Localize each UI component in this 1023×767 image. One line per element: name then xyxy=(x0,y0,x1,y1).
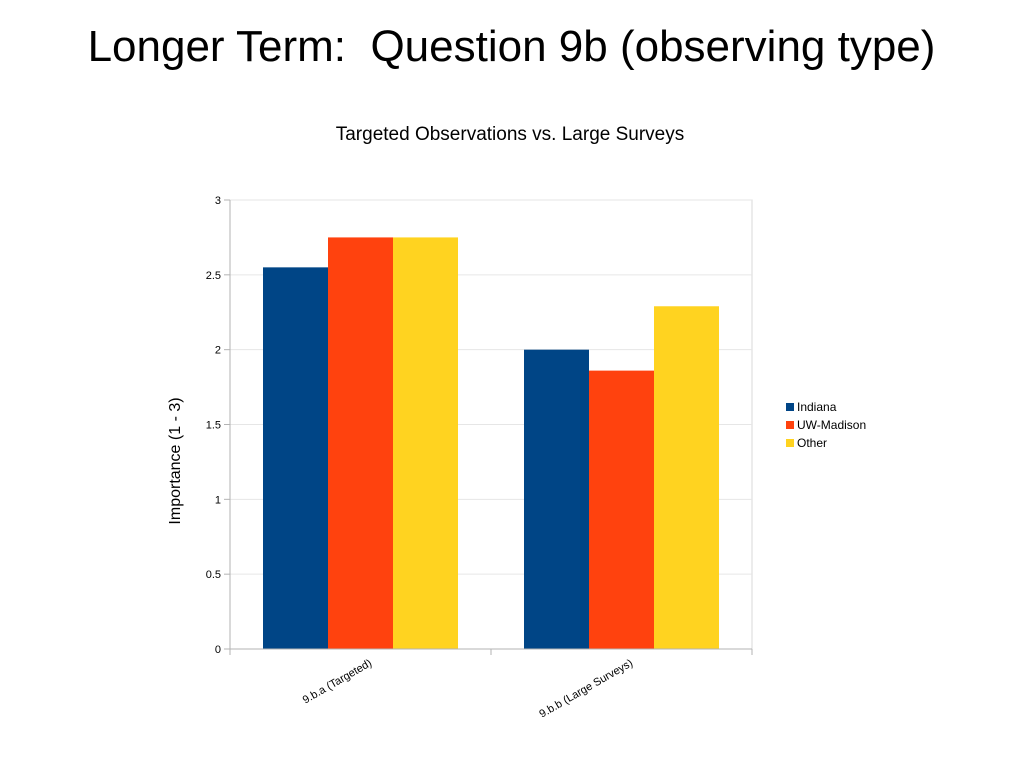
legend-swatch xyxy=(786,403,794,411)
bar-indiana xyxy=(263,267,328,649)
bar-uw-madison xyxy=(589,370,654,649)
y-tick-label: 0 xyxy=(215,644,221,656)
legend-label: Indiana xyxy=(797,400,837,414)
y-axis-label: Importance (1 - 3) xyxy=(167,397,184,524)
chart-title: Targeted Observations vs. Large Surveys xyxy=(336,124,685,145)
y-tick-label: 0.5 xyxy=(206,569,221,581)
y-tick-label: 2.5 xyxy=(206,270,221,282)
slide-title: Longer Term: Question 9b (observing type… xyxy=(87,22,936,71)
bar-other xyxy=(654,306,719,649)
y-tick-label: 1.5 xyxy=(206,420,221,432)
bars xyxy=(263,237,719,649)
legend-label: UW-Madison xyxy=(797,418,866,432)
y-tick-label: 1 xyxy=(215,494,221,506)
y-tick-label: 2 xyxy=(215,345,221,357)
legend-swatch xyxy=(786,421,794,429)
x-tick-label: 9.b.b (Large Surveys) xyxy=(537,657,635,720)
legend: Indiana UW-Madison Other xyxy=(786,400,866,450)
y-tick-label: 3 xyxy=(215,195,221,207)
bar-indiana xyxy=(524,349,589,649)
x-tick-label: 9.b.a (Targeted) xyxy=(301,657,374,706)
legend-swatch xyxy=(786,439,794,447)
bar-other xyxy=(393,237,458,649)
bar-uw-madison xyxy=(328,237,393,649)
legend-label: Other xyxy=(797,436,827,450)
